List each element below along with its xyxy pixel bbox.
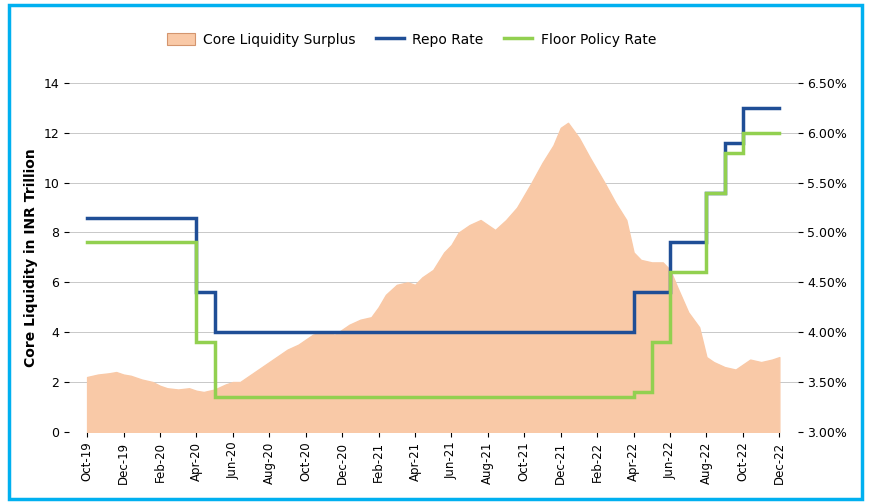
Legend: Core Liquidity Surplus, Repo Rate, Floor Policy Rate: Core Liquidity Surplus, Repo Rate, Floor…: [161, 27, 661, 52]
Y-axis label: Core Liquidity in INR Trillion: Core Liquidity in INR Trillion: [24, 148, 37, 367]
